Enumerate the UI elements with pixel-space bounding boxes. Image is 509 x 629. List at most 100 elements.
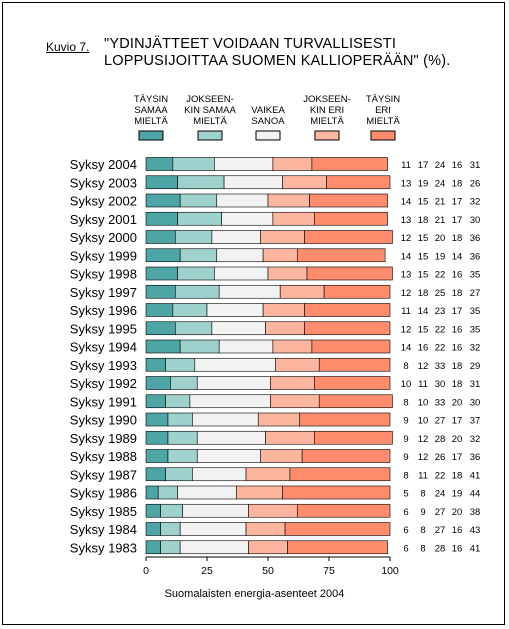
bar-segment bbox=[145, 157, 174, 171]
legend-label: MIELTÄ bbox=[193, 116, 227, 127]
category-label: Syksy 1983 bbox=[70, 540, 137, 555]
bar-segment bbox=[170, 376, 198, 390]
bar-segment bbox=[182, 503, 249, 518]
value-label: 22 bbox=[435, 470, 446, 481]
value-label: 9 bbox=[403, 452, 408, 463]
value-label: 15 bbox=[418, 270, 429, 281]
bar-segment bbox=[192, 412, 259, 427]
bar-segment bbox=[214, 266, 269, 281]
bar-segment bbox=[309, 193, 388, 208]
value-label: 20 bbox=[452, 397, 463, 408]
value-label: 22 bbox=[435, 270, 446, 281]
value-label: 10 bbox=[418, 397, 429, 408]
value-label: 15 bbox=[418, 197, 429, 208]
bar-segment bbox=[275, 357, 320, 372]
bar-segment bbox=[248, 503, 298, 518]
value-label: 17 bbox=[452, 452, 463, 463]
value-label: 8 bbox=[420, 489, 425, 500]
value-label: 16 bbox=[452, 270, 463, 281]
value-label: 9 bbox=[403, 416, 408, 427]
bar-segment bbox=[272, 339, 313, 354]
value-label: 12 bbox=[401, 288, 412, 299]
bar-segment bbox=[194, 357, 276, 372]
value-label: 35 bbox=[470, 306, 481, 317]
bar-segment bbox=[314, 211, 388, 226]
value-label: 19 bbox=[452, 489, 463, 500]
legend-label: ERI bbox=[375, 105, 391, 116]
value-label: 36 bbox=[470, 251, 481, 262]
category-label: Syksy 1987 bbox=[70, 467, 137, 482]
legend-swatch bbox=[255, 130, 281, 141]
bar-segment bbox=[179, 193, 218, 208]
category-label: Syksy 1992 bbox=[70, 376, 137, 391]
x-tick-label: 0 bbox=[143, 565, 149, 577]
value-label: 31 bbox=[470, 160, 481, 171]
bar-segment bbox=[289, 467, 391, 482]
value-label: 11 bbox=[401, 160, 411, 171]
value-label: 19 bbox=[418, 178, 429, 189]
value-label: 11 bbox=[418, 379, 428, 390]
legend-label: MIELTÄ bbox=[310, 116, 344, 127]
value-label: 14 bbox=[418, 306, 429, 317]
bar-segment bbox=[211, 321, 266, 336]
value-label: 32 bbox=[470, 197, 481, 208]
category-label: Syksy 2001 bbox=[70, 212, 137, 227]
bar-segment bbox=[221, 211, 274, 226]
bar-segment bbox=[189, 394, 271, 409]
value-label: 6 bbox=[403, 525, 408, 536]
value-label: 15 bbox=[418, 233, 429, 244]
bar-segment bbox=[304, 230, 393, 244]
value-label: 12 bbox=[418, 452, 429, 463]
value-label: 38 bbox=[470, 507, 481, 518]
value-label: 10 bbox=[401, 379, 412, 390]
legend-label: JOKSEEN- bbox=[186, 94, 234, 105]
bar-segment bbox=[145, 540, 161, 555]
legend-swatch bbox=[370, 130, 396, 141]
value-label: 35 bbox=[470, 324, 481, 335]
category-label: Syksy 1991 bbox=[70, 394, 137, 409]
category-label: Syksy 2000 bbox=[70, 230, 137, 245]
value-label: 30 bbox=[470, 397, 481, 408]
bar-segment bbox=[218, 284, 281, 299]
bar-segment bbox=[177, 175, 225, 190]
bar-segment bbox=[301, 449, 391, 463]
value-label: 28 bbox=[435, 543, 446, 554]
bar-segment bbox=[262, 248, 298, 263]
value-label: 23 bbox=[435, 306, 446, 317]
category-label: Syksy 1988 bbox=[70, 449, 137, 464]
legend-label: TÄYSIN bbox=[366, 94, 400, 105]
bar-segment bbox=[279, 284, 325, 299]
value-label: 18 bbox=[452, 379, 463, 390]
category-label: Syksy 1986 bbox=[70, 486, 137, 501]
bar-segment bbox=[179, 540, 249, 555]
bar-segment bbox=[299, 412, 391, 427]
value-label: 9 bbox=[403, 434, 408, 445]
legend-swatch bbox=[314, 130, 340, 141]
bar-segment bbox=[218, 339, 274, 354]
bar-segment bbox=[172, 157, 215, 171]
category-label: Syksy 1998 bbox=[70, 267, 137, 282]
value-label: 29 bbox=[470, 361, 481, 372]
value-label: 26 bbox=[470, 178, 481, 189]
value-label: 16 bbox=[452, 160, 463, 171]
legend-label: KIN ERI bbox=[310, 105, 344, 116]
category-label: Syksy 1997 bbox=[70, 285, 137, 300]
bar-segment bbox=[174, 230, 213, 244]
value-label: 15 bbox=[418, 251, 429, 262]
value-label: 22 bbox=[435, 343, 446, 354]
bar-segment bbox=[216, 193, 269, 208]
value-label: 18 bbox=[452, 361, 463, 372]
value-label: 30 bbox=[435, 379, 446, 390]
value-label: 11 bbox=[401, 306, 411, 317]
bar-segment bbox=[160, 522, 181, 536]
value-label: 16 bbox=[452, 543, 463, 554]
bar-segment bbox=[216, 248, 264, 263]
bar-segment bbox=[167, 449, 198, 463]
category-label: Syksy 1990 bbox=[70, 413, 137, 428]
legend-label: JOKSEEN- bbox=[303, 94, 351, 105]
value-label: 28 bbox=[435, 434, 446, 445]
value-label: 33 bbox=[435, 361, 446, 372]
category-label: Syksy 2004 bbox=[70, 157, 137, 172]
value-label: 8 bbox=[403, 397, 408, 408]
value-label: 14 bbox=[401, 251, 412, 262]
